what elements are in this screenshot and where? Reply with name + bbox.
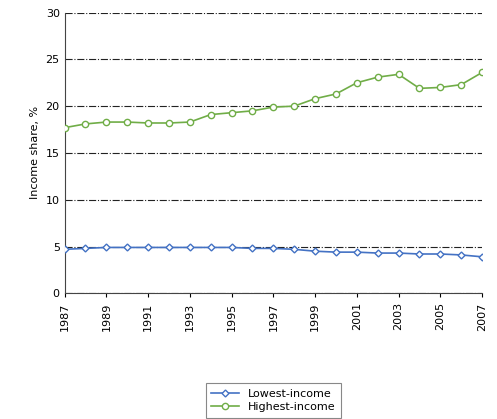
Legend: Lowest-income, Highest-income: Lowest-income, Highest-income — [206, 383, 341, 418]
Highest-income — [479, 70, 485, 75]
Lowest-income — [479, 254, 485, 259]
Lowest-income — [208, 245, 214, 250]
Lowest-income — [354, 250, 360, 255]
Highest-income — [229, 110, 235, 115]
Lowest-income — [333, 250, 339, 255]
Highest-income — [103, 119, 109, 124]
Lowest-income — [62, 247, 68, 252]
Line: Lowest-income: Lowest-income — [62, 245, 485, 259]
Highest-income — [187, 119, 193, 124]
Highest-income — [124, 119, 130, 124]
Highest-income — [396, 72, 402, 77]
Highest-income — [62, 125, 68, 130]
Highest-income — [458, 82, 464, 87]
Lowest-income — [291, 247, 297, 252]
Lowest-income — [270, 246, 276, 251]
Highest-income — [375, 75, 381, 80]
Lowest-income — [249, 246, 255, 251]
Lowest-income — [437, 251, 443, 256]
Highest-income — [416, 86, 422, 91]
Lowest-income — [83, 246, 88, 251]
Highest-income — [437, 85, 443, 90]
Lowest-income — [312, 249, 318, 254]
Highest-income — [166, 121, 172, 126]
Lowest-income — [187, 245, 193, 250]
Highest-income — [354, 80, 360, 85]
Highest-income — [83, 122, 88, 127]
Lowest-income — [396, 251, 402, 256]
Lowest-income — [166, 245, 172, 250]
Lowest-income — [103, 245, 109, 250]
Y-axis label: Income share, %: Income share, % — [30, 106, 40, 199]
Highest-income — [270, 105, 276, 110]
Highest-income — [249, 109, 255, 114]
Lowest-income — [124, 245, 130, 250]
Highest-income — [333, 91, 339, 96]
Lowest-income — [416, 251, 422, 256]
Highest-income — [145, 121, 151, 126]
Line: Highest-income: Highest-income — [62, 69, 485, 131]
Lowest-income — [375, 251, 381, 256]
Highest-income — [291, 103, 297, 109]
Highest-income — [312, 96, 318, 101]
Lowest-income — [229, 245, 235, 250]
Lowest-income — [458, 252, 464, 257]
Highest-income — [208, 112, 214, 117]
Lowest-income — [145, 245, 151, 250]
